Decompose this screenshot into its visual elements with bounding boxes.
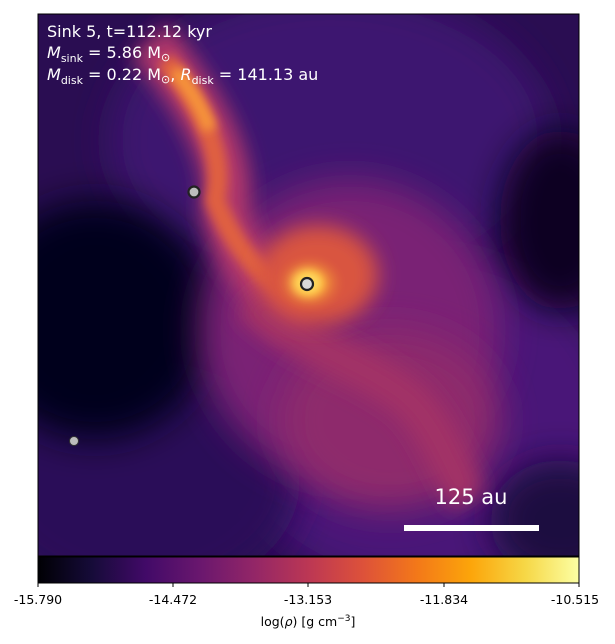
annotation-line1: Sink 5, t=112.12 kyr — [47, 22, 212, 41]
colorbar-tick-label: -10.515 — [551, 592, 599, 607]
colorbar-tick-label: -13.153 — [284, 592, 332, 607]
sink-marker-primary — [299, 276, 315, 292]
sink-marker — [69, 436, 79, 446]
annotation-line3: Mdisk = 0.22 M⊙, Rdisk = 141.13 au — [47, 65, 318, 87]
colorbar-tick-label: -11.834 — [420, 592, 468, 607]
colorbar-tick-label: -15.790 — [14, 592, 62, 607]
scale-bar — [404, 525, 539, 531]
colorbar — [37, 556, 580, 584]
colorbar-label: log(ρ) [g cm−3] — [261, 614, 356, 629]
annotation-line2: Msink = 5.86 M⊙ — [47, 43, 170, 65]
density-map — [38, 14, 579, 556]
scale-bar-label: 125 au — [435, 485, 508, 509]
colorbar-ticks — [37, 583, 580, 587]
plot-frame — [37, 13, 580, 557]
sink-marker — [187, 185, 201, 199]
colorbar-tick-label: -14.472 — [149, 592, 197, 607]
